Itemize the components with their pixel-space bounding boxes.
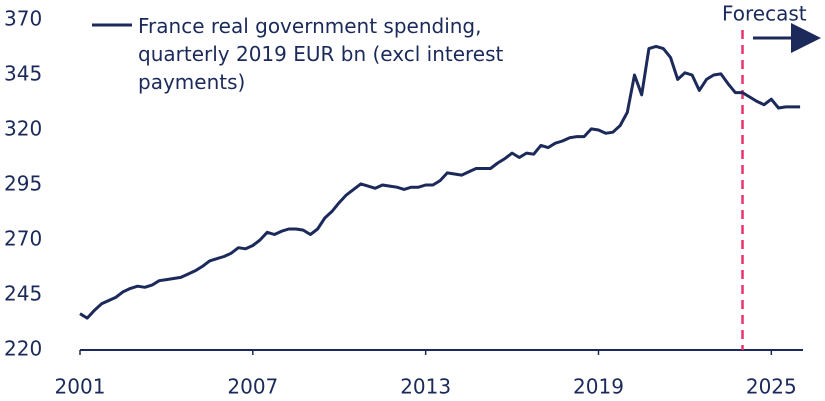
y-tick-label: 295 bbox=[4, 172, 42, 196]
y-tick-label: 370 bbox=[4, 7, 42, 31]
y-tick-label: 220 bbox=[4, 337, 42, 361]
x-tick-label: 2001 bbox=[55, 375, 106, 399]
legend-label: France real government spending, quarter… bbox=[138, 14, 504, 94]
series-line bbox=[79, 44, 801, 320]
y-tick-label: 345 bbox=[4, 62, 42, 86]
y-tick-label: 320 bbox=[4, 117, 42, 141]
x-tick-label: 2013 bbox=[400, 375, 451, 399]
x-tick-label: 2007 bbox=[227, 375, 278, 399]
x-tick-label: 2025 bbox=[746, 375, 797, 399]
annotation: Forecast bbox=[722, 2, 807, 26]
x-tick-label: 2019 bbox=[573, 375, 624, 399]
y-tick-label: 270 bbox=[4, 227, 42, 251]
y-tick-label: 245 bbox=[4, 282, 42, 306]
